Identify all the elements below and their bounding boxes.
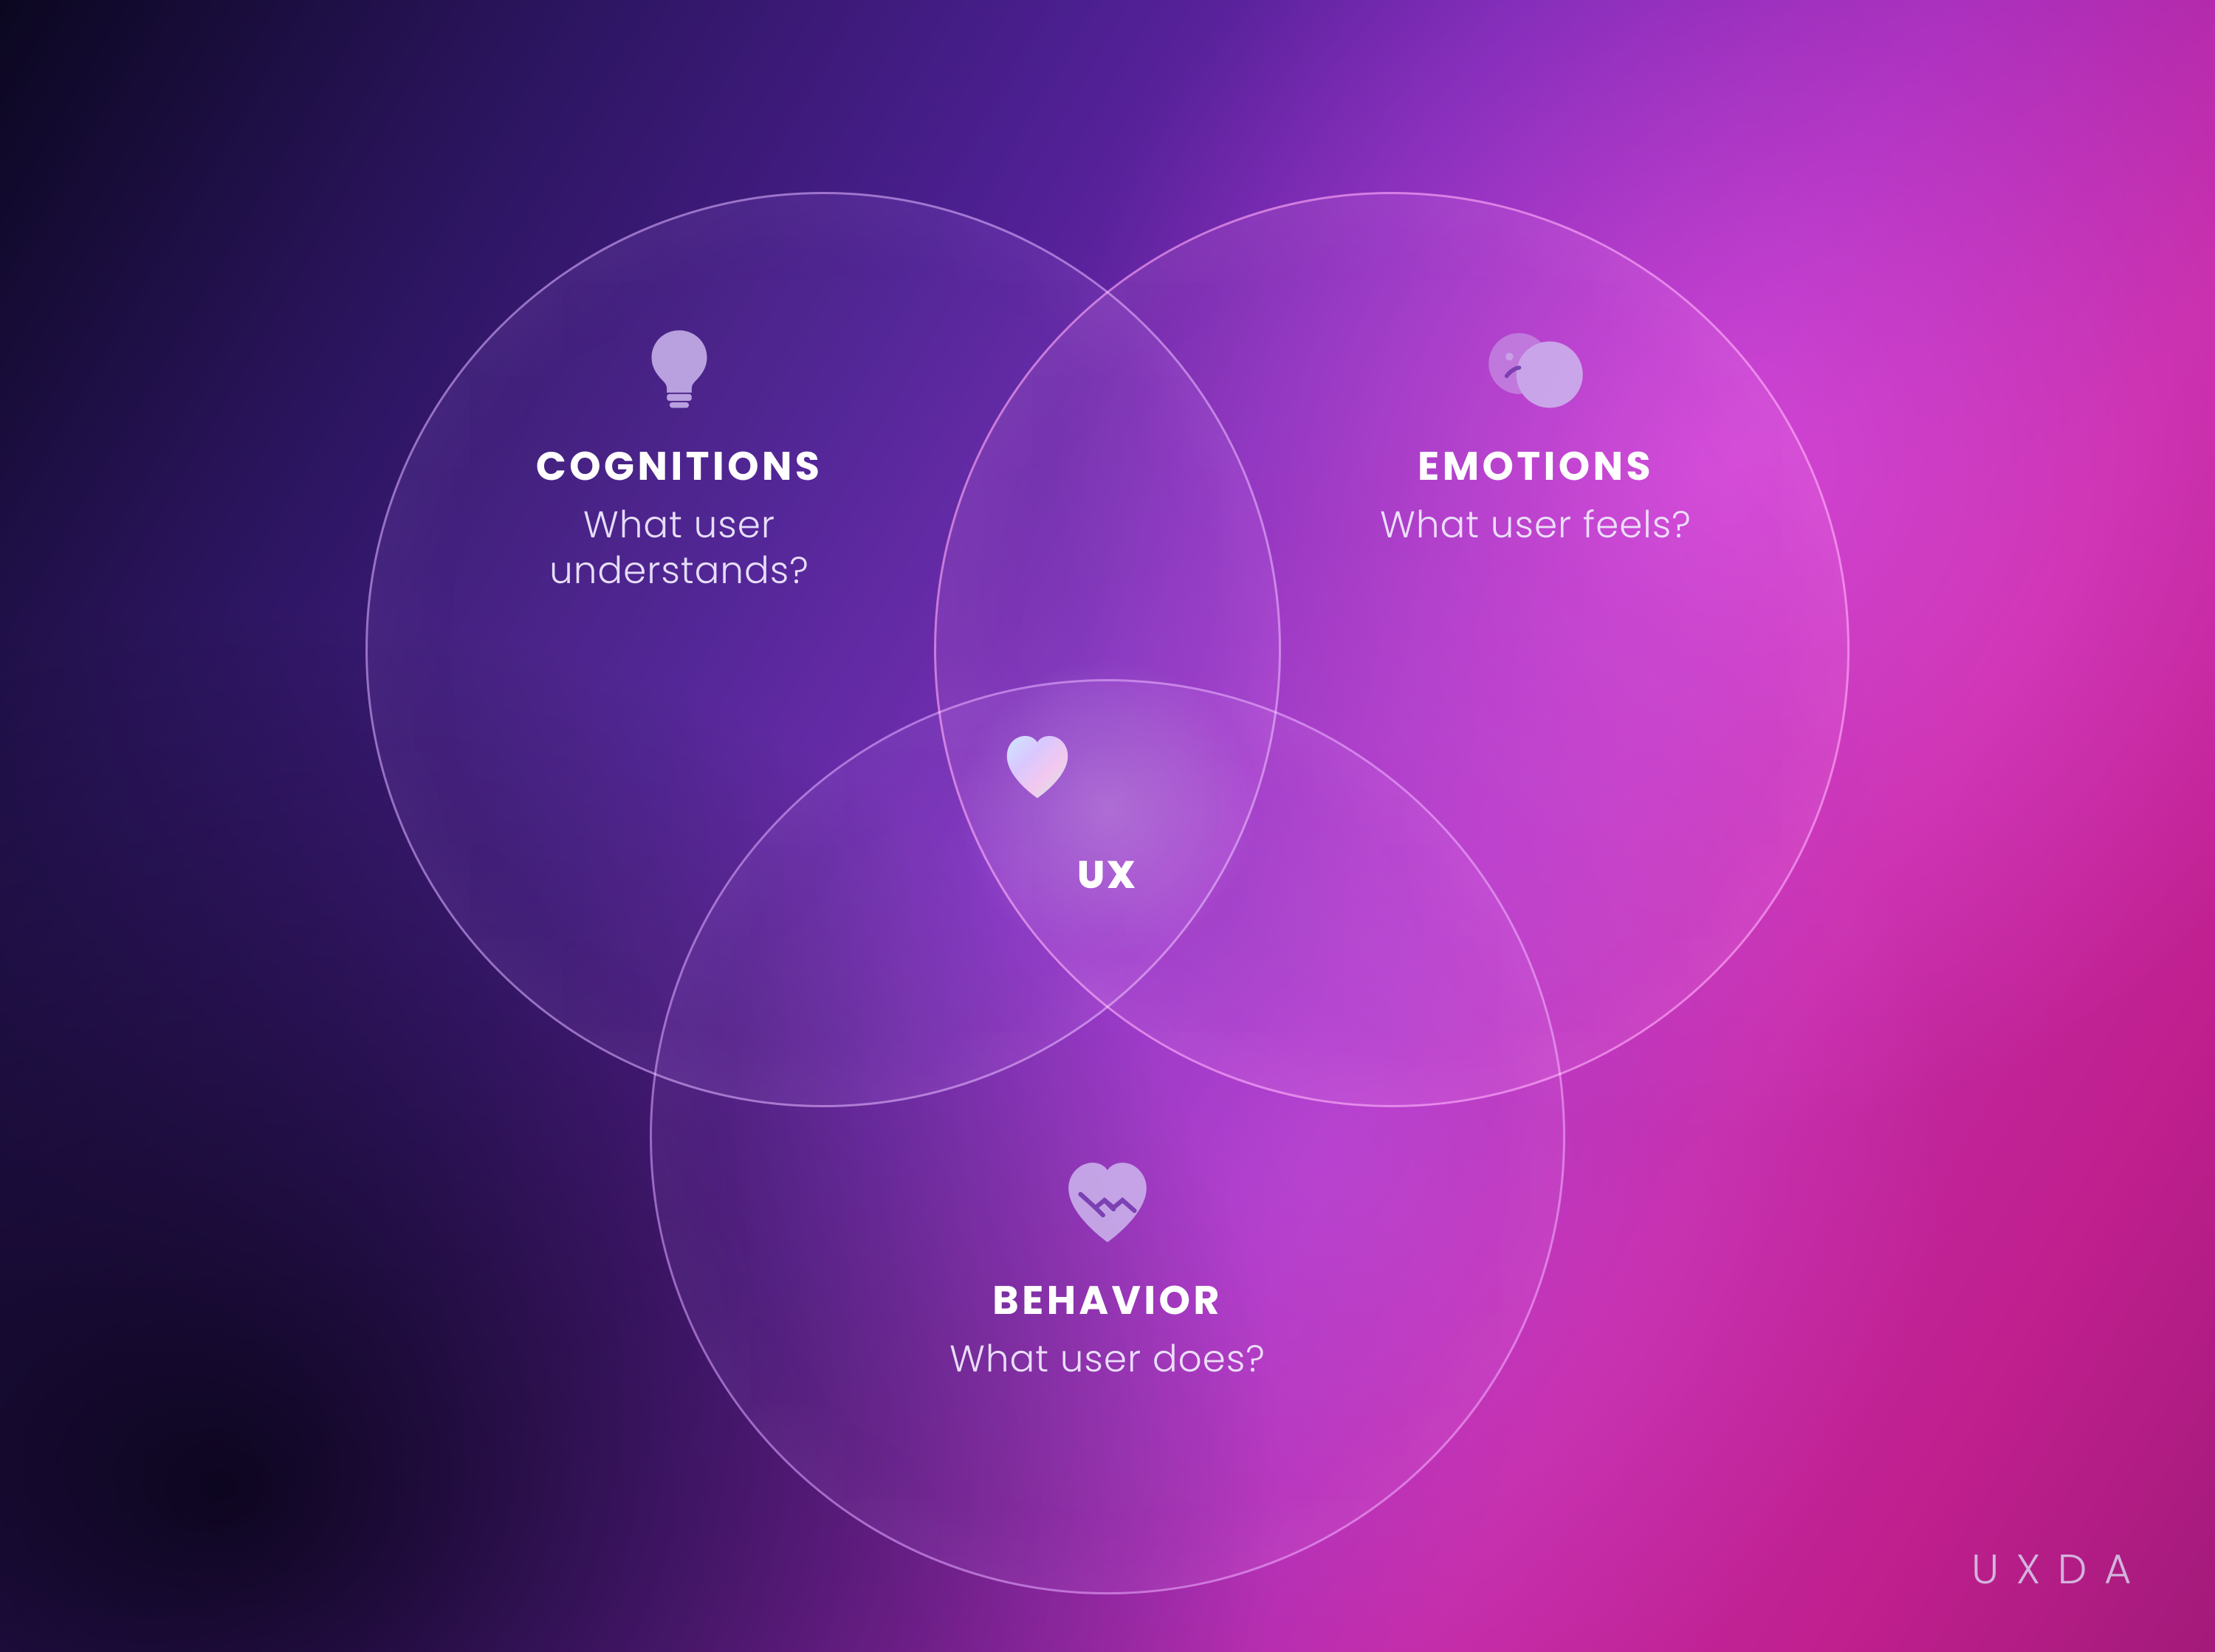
emotions-subtitle: What user feels? <box>1299 502 1772 548</box>
center-title: UX <box>997 847 1218 904</box>
cognitions-subtitle-line2: understands? <box>450 548 908 594</box>
heart-icon <box>997 727 1218 830</box>
emotion-faces-icon <box>1299 317 1772 421</box>
handshake-heart-icon <box>879 1152 1336 1255</box>
label-group-cognitions: COGNITIONS What user understands? <box>450 317 908 594</box>
emotions-title: EMOTIONS <box>1299 441 1772 492</box>
label-group-center: UX <box>997 727 1218 904</box>
lightbulb-icon <box>450 317 908 421</box>
cognitions-subtitle-line1: What user <box>450 502 908 548</box>
cognitions-title: COGNITIONS <box>450 441 908 492</box>
behavior-subtitle: What user does? <box>879 1336 1336 1383</box>
brand-logo: UXDA <box>1971 1538 2149 1600</box>
label-group-behavior: BEHAVIOR What user does? <box>879 1152 1336 1382</box>
diagram-root: COGNITIONS What user understands? <box>0 0 2215 1652</box>
behavior-title: BEHAVIOR <box>879 1276 1336 1326</box>
label-group-emotions: EMOTIONS What user feels? <box>1299 317 1772 548</box>
